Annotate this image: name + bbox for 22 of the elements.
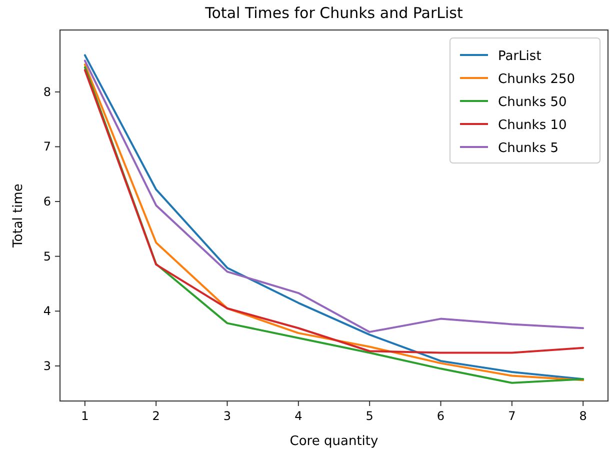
legend-label: Chunks 5 bbox=[498, 141, 558, 156]
x-tick-label: 3 bbox=[223, 409, 232, 423]
legend-label: ParList bbox=[498, 49, 542, 64]
y-tick-label: 4 bbox=[43, 304, 51, 318]
legend-label: Chunks 250 bbox=[498, 72, 576, 87]
x-tick-label: 6 bbox=[436, 409, 445, 423]
x-tick-label: 8 bbox=[579, 409, 587, 423]
x-axis-title: Core quantity bbox=[290, 434, 379, 449]
y-tick-label: 3 bbox=[43, 358, 51, 373]
legend-label: Chunks 50 bbox=[498, 95, 567, 110]
x-tick-label: 1 bbox=[81, 409, 89, 423]
x-tick-label: 5 bbox=[366, 409, 374, 423]
chart-title: Total Times for Chunks and ParList bbox=[204, 4, 463, 22]
y-axis-title: Total time bbox=[11, 184, 26, 248]
x-tick-label: 7 bbox=[508, 409, 516, 423]
y-tick-label: 8 bbox=[43, 84, 51, 99]
x-tick-label: 2 bbox=[152, 409, 160, 423]
y-tick-label: 7 bbox=[43, 140, 51, 154]
y-tick-label: 6 bbox=[43, 194, 51, 209]
y-tick-label: 5 bbox=[43, 249, 51, 264]
legend-label: Chunks 10 bbox=[498, 118, 567, 133]
x-tick-label: 4 bbox=[294, 409, 302, 423]
